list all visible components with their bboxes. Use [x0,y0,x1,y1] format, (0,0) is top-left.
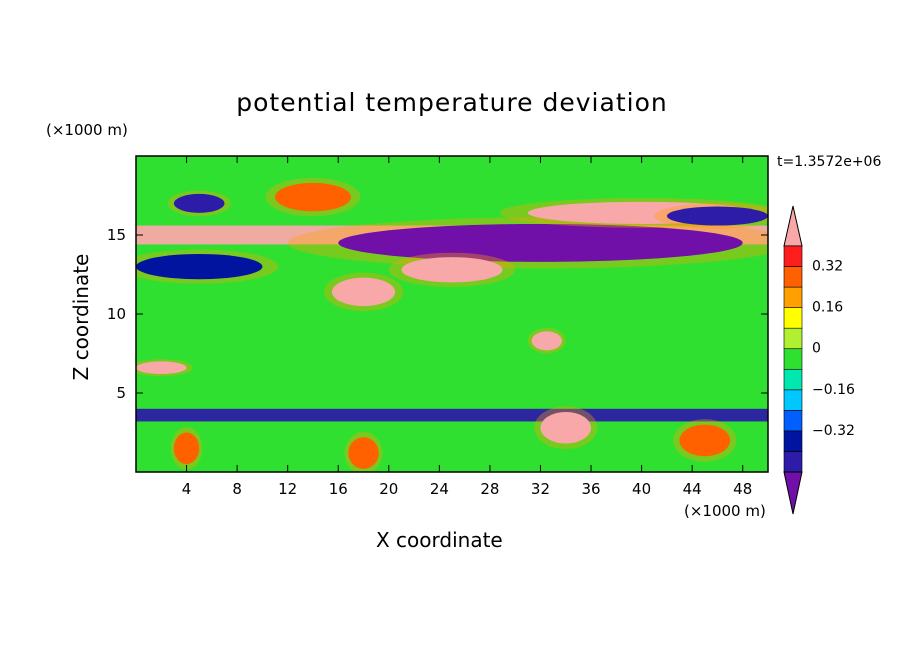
colorbar-segment [783,430,803,452]
contour-region [136,361,187,375]
x-tick-label: 40 [632,480,651,498]
contour-region [338,223,743,262]
x-tick-label: 44 [683,480,702,498]
y-tick-label: 10 [107,305,126,323]
contour-region [136,408,768,422]
colorbar-tick-label: −0.16 [812,382,855,398]
contour-region [531,331,562,351]
x-tick-label: 28 [480,480,499,498]
colorbar-segment [783,286,803,308]
colorbar-segment [783,327,803,350]
contour-region [401,257,503,283]
colorbar-segment [783,307,803,329]
colorbar-segment [783,245,803,267]
x-tick-label: 20 [379,480,398,498]
contour-region [666,206,768,226]
colorbar-segment [783,348,803,370]
x-tick-label: 36 [581,480,600,498]
contour-region [540,411,592,444]
x-axis-label: X coordinate [376,528,503,552]
time-label: t=1.3572e+06 [777,154,882,170]
x-tick-label: 12 [278,480,297,498]
x-tick-label: 4 [182,480,192,498]
colorbar-tick-label: 0 [812,341,821,357]
contour-region [173,193,225,213]
colorbar-segment [783,368,803,391]
chart-title: potential temperature deviation [236,88,668,117]
contour-field [136,156,768,472]
colorbar-tick-label: −0.32 [812,423,855,439]
x-tick-label: 24 [430,480,449,498]
colorbar-extend-max [783,205,803,247]
contour-region [331,277,396,307]
contour-region [136,253,263,280]
colorbar: 0.32 0.16 0 −0.16 −0.32 [783,205,855,515]
colorbar-tick-label: 0.16 [812,300,843,316]
colorbar-segment [783,451,803,473]
colorbar-extend-min [783,471,803,515]
x-tick-label: 8 [232,480,242,498]
x-axis-unit: (×1000 m) [684,502,766,520]
colorbar-segment [783,389,803,411]
x-tick-label: 32 [531,480,550,498]
contour-region [348,437,379,469]
colorbar-segment [783,266,803,288]
contour-region [679,424,731,457]
colorbar-tick-label: 0.32 [812,259,843,275]
y-tick-label: 5 [116,384,126,402]
colorbar-segment [783,410,803,432]
y-axis-unit: (×1000 m) [46,121,128,139]
x-tick-label: 48 [733,480,752,498]
contour-region [173,432,200,465]
contour-region [275,182,351,212]
y-tick-label: 15 [107,226,126,244]
x-tick-label: 16 [329,480,348,498]
